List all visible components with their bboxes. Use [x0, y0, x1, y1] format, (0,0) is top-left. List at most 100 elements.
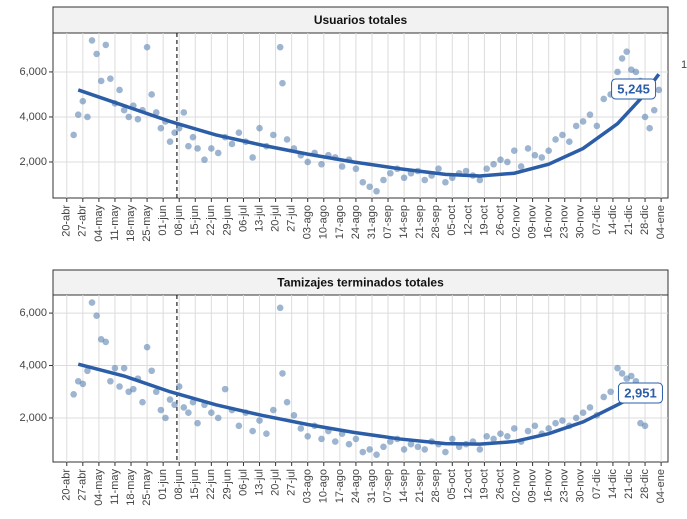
- point: [504, 158, 511, 166]
- point: [79, 380, 87, 388]
- x-tick-label: 20-abr: [61, 469, 73, 501]
- x-tick-label: 06-jul: [237, 469, 249, 496]
- point: [497, 430, 504, 437]
- point: [180, 109, 188, 116]
- point: [125, 113, 133, 121]
- x-tick-label: 20-jul: [269, 469, 281, 496]
- x-tick-label: 13-jul: [253, 469, 265, 496]
- x-tick-label: 06-jul: [237, 205, 249, 232]
- x-tick-label: 23-nov: [559, 469, 571, 503]
- trend-line: [77, 362, 660, 446]
- x-tick-label: 04-may: [93, 205, 105, 242]
- x-tick-label: 02-nov: [510, 205, 522, 239]
- point: [531, 151, 539, 159]
- x-tick-label: 17-ago: [334, 205, 346, 239]
- point: [256, 417, 263, 424]
- point: [283, 136, 291, 143]
- point: [387, 169, 394, 177]
- point: [600, 393, 608, 401]
- point: [572, 414, 580, 422]
- x-tick-label: 22-jun: [205, 469, 217, 500]
- panel-strip: [52, 269, 669, 296]
- point: [228, 140, 236, 148]
- annotation-label: 2,951: [624, 385, 657, 400]
- x-tick-label: 21-sep: [414, 205, 426, 239]
- point: [84, 113, 91, 121]
- point: [318, 435, 325, 443]
- point: [614, 364, 621, 372]
- panel-title: Usuarios totales: [314, 13, 408, 27]
- x-tick-label: 31-ago: [366, 469, 378, 503]
- point: [462, 167, 470, 175]
- x-tick-label: 28-sep: [430, 469, 442, 503]
- point: [538, 154, 546, 161]
- point: [545, 425, 552, 432]
- point: [448, 435, 456, 443]
- point: [586, 404, 594, 411]
- x-tick-label: 07-sep: [382, 205, 394, 239]
- x-tick-label: 30-nov: [575, 205, 587, 239]
- x-tick-label: 18-may: [125, 205, 137, 242]
- x-tick-label: 29-jun: [221, 469, 233, 500]
- point: [107, 75, 114, 82]
- point: [269, 131, 277, 139]
- point: [74, 111, 82, 119]
- point: [387, 438, 394, 445]
- y-tick-label: 4,000: [19, 359, 47, 371]
- point: [256, 124, 263, 132]
- point: [618, 370, 626, 377]
- point: [476, 446, 484, 453]
- trend-line: [77, 73, 661, 178]
- point: [88, 299, 96, 306]
- point: [249, 154, 256, 161]
- point: [510, 425, 518, 432]
- point: [290, 412, 298, 419]
- point: [504, 433, 511, 440]
- point: [400, 174, 408, 182]
- point: [366, 183, 373, 191]
- x-tick-label: 07-dic: [591, 469, 603, 499]
- point: [263, 430, 270, 437]
- point: [632, 68, 640, 76]
- x-tick-label: 18-may: [125, 469, 137, 506]
- y-tick-label: 2,000: [19, 412, 47, 424]
- x-tick-label: 29-jun: [221, 205, 233, 236]
- point: [304, 158, 312, 166]
- x-tick-label: 13-jul: [253, 205, 265, 232]
- point: [373, 451, 380, 458]
- x-tick-label: 25-may: [141, 469, 153, 506]
- x-tick-label: 11-may: [109, 205, 121, 241]
- point: [297, 425, 305, 432]
- point: [93, 50, 100, 58]
- point: [600, 95, 608, 103]
- point: [373, 187, 380, 195]
- point: [120, 106, 128, 114]
- y-tick-label: 6,000: [19, 66, 47, 78]
- point: [134, 115, 142, 123]
- point: [517, 163, 525, 170]
- x-tick-label: 22-jun: [205, 205, 217, 236]
- point: [352, 165, 360, 173]
- point: [157, 124, 165, 132]
- point: [157, 406, 165, 414]
- plot-area: [52, 32, 669, 199]
- point: [194, 419, 201, 427]
- x-tick-label: 23-nov: [559, 205, 571, 239]
- point: [614, 68, 621, 76]
- point: [579, 409, 587, 417]
- point: [497, 156, 504, 164]
- point: [414, 443, 422, 451]
- x-tick-label: 11-may: [109, 469, 121, 505]
- x-tick-label: 27-jul: [286, 469, 298, 496]
- point: [380, 176, 387, 184]
- panel-strip: [52, 6, 669, 34]
- point: [107, 377, 114, 385]
- x-tick-label: 02-nov: [510, 469, 522, 503]
- annotation-box: [611, 78, 657, 100]
- x-tick-label: 27-abr: [77, 205, 89, 237]
- point: [88, 37, 96, 44]
- point: [139, 398, 146, 406]
- point: [421, 446, 429, 453]
- x-tick-label: 28-dic: [639, 469, 651, 499]
- point: [318, 160, 325, 168]
